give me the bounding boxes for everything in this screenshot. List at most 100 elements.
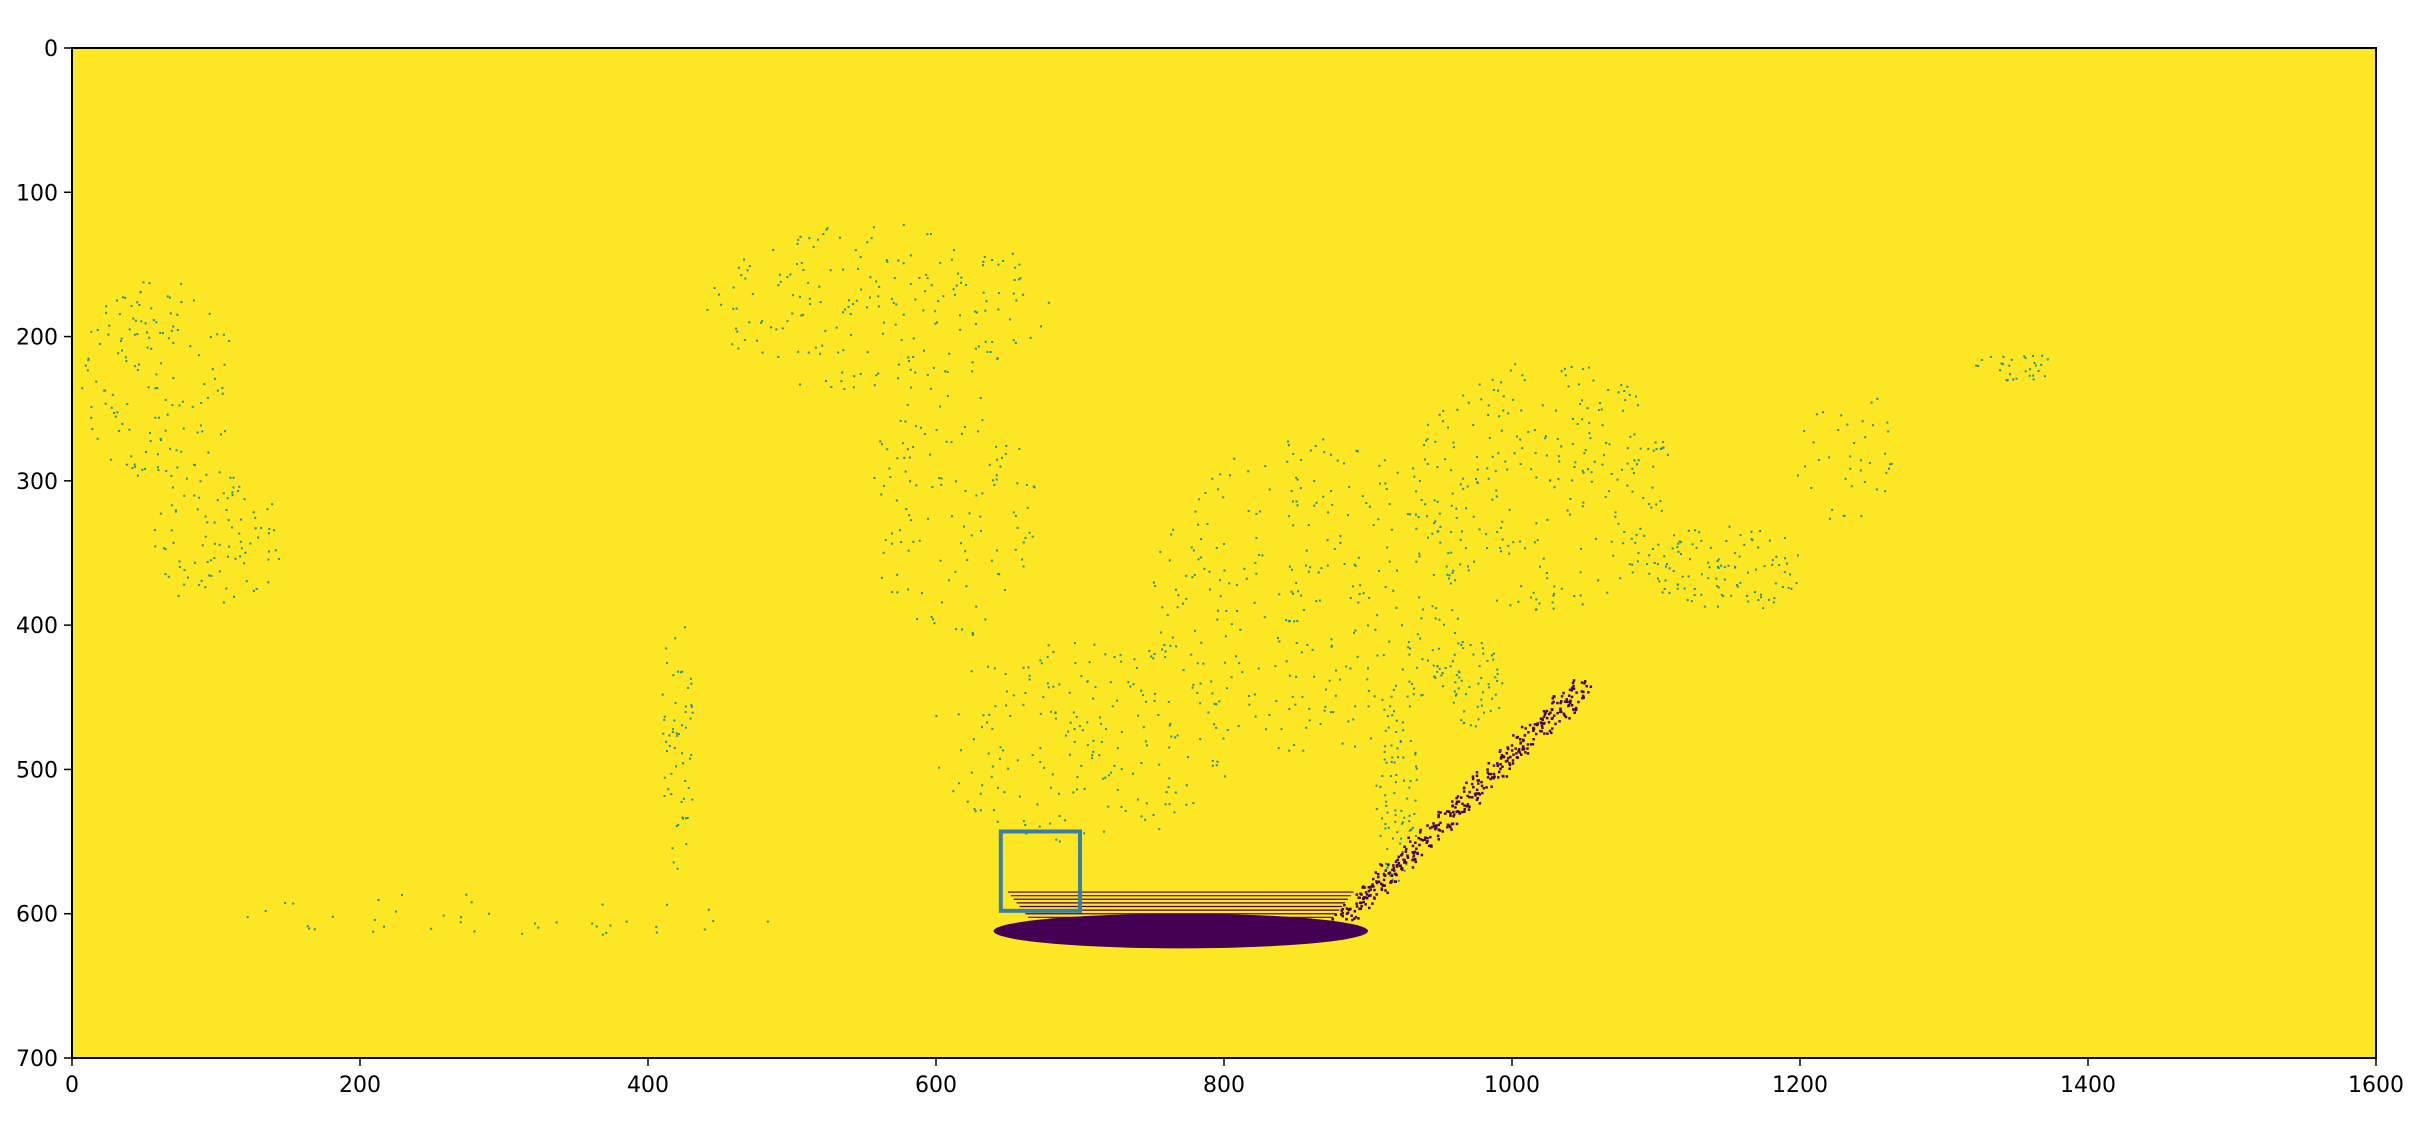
data-point (1519, 438, 1522, 441)
data-point (1348, 908, 1351, 912)
data-point (1630, 537, 1633, 540)
data-point (1491, 776, 1494, 779)
data-point (946, 394, 949, 397)
data-point (1016, 482, 1019, 485)
data-point (1647, 447, 1650, 450)
data-point (1482, 652, 1485, 655)
data-point (1459, 538, 1462, 541)
data-point (1552, 594, 1555, 597)
data-point (668, 744, 671, 747)
data-point (1482, 711, 1485, 714)
data-point (1473, 560, 1476, 563)
data-point (534, 922, 537, 925)
data-point (1499, 550, 1502, 553)
data-point (1506, 747, 1510, 751)
data-point (1418, 479, 1421, 482)
data-point (1411, 826, 1414, 829)
data-point (873, 384, 876, 387)
data-point (1450, 800, 1454, 803)
data-point (1547, 720, 1551, 724)
data-point (206, 396, 209, 399)
data-point (1367, 885, 1371, 889)
data-point (1012, 694, 1015, 697)
data-point (1137, 714, 1140, 717)
data-point (134, 465, 137, 468)
data-point (180, 450, 183, 453)
data-point (1439, 525, 1442, 528)
x-tick-label: 200 (339, 1073, 381, 1098)
data-point (676, 867, 679, 870)
data-point (1506, 468, 1509, 471)
data-point (1433, 827, 1437, 831)
data-point (1480, 676, 1483, 679)
data-point (1132, 683, 1135, 686)
data-point (1795, 582, 1798, 585)
data-point (1679, 553, 1682, 556)
data-point (230, 526, 233, 529)
data-point (999, 465, 1002, 468)
data-point (965, 585, 968, 588)
data-point (1502, 755, 1506, 759)
data-point (1182, 669, 1185, 672)
data-point (899, 419, 902, 422)
data-point (684, 726, 687, 729)
data-point (1441, 830, 1444, 833)
data-point (1264, 465, 1267, 468)
x-tick-label: 600 (915, 1073, 957, 1098)
data-point (979, 397, 982, 400)
data-point (1478, 383, 1481, 386)
data-point (2024, 357, 2027, 360)
data-point (1828, 456, 1831, 459)
data-point (1582, 696, 1585, 699)
data-point (1228, 582, 1231, 585)
data-point (1415, 666, 1418, 669)
data-point (1570, 366, 1573, 369)
data-point (1546, 518, 1549, 521)
data-point (470, 901, 473, 904)
data-point (1394, 860, 1398, 864)
data-point (1352, 718, 1355, 721)
data-point (988, 713, 991, 716)
data-point (1480, 784, 1484, 788)
data-point (1239, 628, 1242, 631)
data-point (1068, 753, 1071, 756)
data-point (982, 714, 985, 717)
data-point (995, 549, 998, 552)
data-point (671, 847, 674, 850)
data-point (1486, 547, 1489, 550)
data-point (1384, 729, 1387, 732)
data-point (882, 321, 885, 324)
data-point (895, 303, 898, 306)
data-point (208, 574, 211, 577)
data-point (204, 515, 207, 518)
data-point (926, 373, 929, 376)
data-point (1026, 506, 1029, 509)
data-point (1723, 566, 1726, 569)
data-point (1496, 530, 1499, 533)
data-point (1655, 447, 1658, 450)
data-point (1730, 594, 1733, 597)
data-point (1129, 685, 1132, 688)
data-point (1521, 374, 1524, 377)
data-point (165, 470, 168, 473)
data-point (136, 369, 139, 372)
data-point (1408, 653, 1411, 656)
data-point (1607, 490, 1610, 493)
data-point (1379, 834, 1382, 837)
data-point (1395, 873, 1398, 877)
data-point (234, 557, 237, 560)
data-point (1369, 894, 1372, 897)
data-point (1018, 795, 1021, 798)
data-point (896, 591, 899, 594)
data-point (372, 930, 375, 933)
data-point (906, 448, 909, 451)
data-point (1426, 438, 1429, 441)
data-point (1889, 463, 1892, 466)
data-point (663, 776, 666, 779)
data-point (1190, 546, 1193, 549)
data-point (1508, 763, 1512, 767)
data-point (1361, 495, 1364, 498)
data-point (1610, 472, 1613, 475)
data-point (1772, 601, 1775, 604)
x-tick-label: 1600 (2348, 1073, 2404, 1098)
